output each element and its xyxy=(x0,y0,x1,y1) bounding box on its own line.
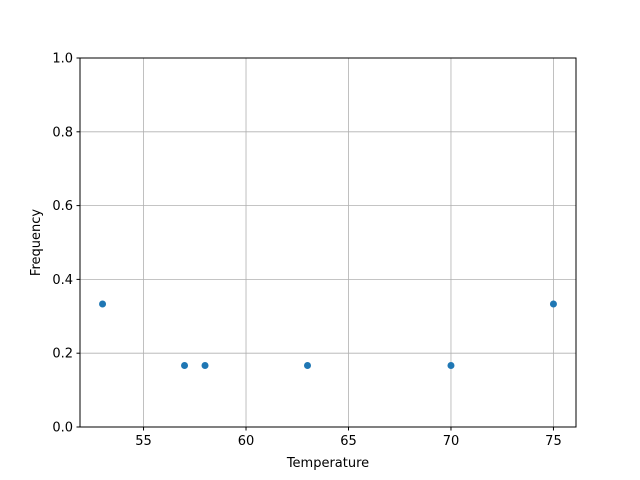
plot-frame xyxy=(79,57,577,428)
data-point xyxy=(181,361,189,369)
y-tick-label: 0.0 xyxy=(52,421,73,436)
data-point xyxy=(549,300,557,308)
x-tick-label: 55 xyxy=(135,434,152,449)
x-tick-label: 75 xyxy=(545,434,562,449)
y-tick-label: 0.4 xyxy=(52,273,73,288)
data-point xyxy=(99,300,107,308)
x-tick-label: 60 xyxy=(238,434,255,449)
x-tick-label: 65 xyxy=(340,434,357,449)
y-tick-label: 0.2 xyxy=(52,347,73,362)
x-axis-label: Temperature xyxy=(286,456,369,471)
x-tick-label: 70 xyxy=(443,434,460,449)
y-tick-label: 1.0 xyxy=(52,52,73,67)
grid xyxy=(80,57,576,428)
data-point xyxy=(304,361,312,369)
y-tick-label: 0.8 xyxy=(52,125,73,140)
data-point xyxy=(201,361,209,369)
y-tick-label: 0.6 xyxy=(52,199,73,214)
data-point xyxy=(447,361,455,369)
points xyxy=(99,300,557,369)
y-axis-label: Frequency xyxy=(29,209,44,276)
ticks: 55 60 65 70 75 0.0 0.2 0.4 0.6 0.8 1.0 xyxy=(52,52,561,450)
